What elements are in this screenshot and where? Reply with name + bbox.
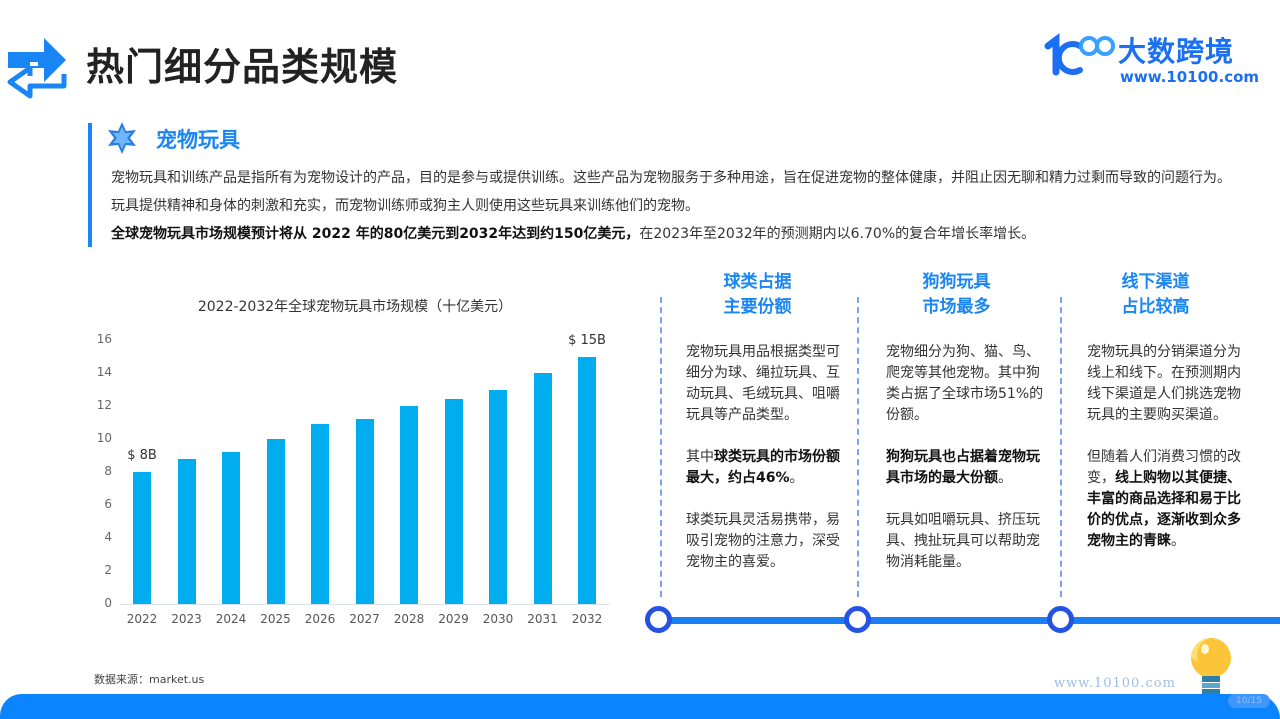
arrow-swap-icon xyxy=(7,38,67,99)
y-axis-tick: 2 xyxy=(104,563,112,577)
page-number-badge: 10/15 xyxy=(1228,694,1270,708)
chart-bar xyxy=(533,373,552,604)
column-paragraph: 球类玩具灵活易携带，易吸引宠物的注意力，深受宠物主的喜爱。 xyxy=(686,512,840,570)
column-title: 狗狗玩具 市场最多 xyxy=(869,270,1044,320)
text: 其中 xyxy=(686,449,714,465)
column-paragraph: 宠物玩具的分销渠道分为线上和线下。在预测期内线下渠道是人们挑选宠物玩具的主要购买… xyxy=(1087,344,1241,423)
x-axis-tick: 2031 xyxy=(527,612,558,626)
column-paragraph: 狗狗玩具也占据着宠物玩具市场的最大份额。 xyxy=(886,447,1049,489)
chart-bar xyxy=(222,452,240,604)
brand-logo: 大数跨境 www.10100.com xyxy=(1044,30,1274,90)
column-title: 线下渠道 占比较高 xyxy=(1068,270,1243,320)
column-body: 宠物玩具用品根据类型可细分为球、绳拉玩具、互动玩具、毛绒玩具、咀嚼玩具等产品类型… xyxy=(670,342,850,573)
y-axis-tick: 14 xyxy=(96,365,112,379)
bar-chart: 0 2 4 6 8 10 12 14 16 2022 $ 8B 2023 2024 2025 2026 202… xyxy=(90,330,610,630)
chart-bar xyxy=(355,419,374,604)
column-body: 宠物细分为狗、猫、鸟、爬宠等其他宠物。其中狗类占据了全球市场51%的份额。 狗狗… xyxy=(869,342,1049,573)
chart-bar xyxy=(400,406,418,604)
chart-title: 2022-2032年全球宠物玩具市场规模（十亿美元） xyxy=(197,299,513,315)
column-paragraph: 玩具如咀嚼玩具、挤压玩具、拽扯玩具可以帮助宠物消耗能量。 xyxy=(886,512,1040,570)
chart-bar xyxy=(489,389,507,604)
text: 。 xyxy=(998,470,1012,486)
section-title: 宠物玩具 xyxy=(156,128,240,152)
footer-band xyxy=(0,694,1280,719)
intro-paragraph: 宠物玩具和训练产品是指所有为宠物设计的产品，目的是参与或提供训练。这些产品为宠物… xyxy=(111,170,1231,214)
x-axis-tick: 2026 xyxy=(304,612,336,626)
text-bold: 线上购物以其便捷、丰富的商品选择和易于比价的优点，逐渐收到众多宠物主的青睐 xyxy=(1087,470,1241,549)
column-title-line: 市场最多 xyxy=(922,297,991,317)
x-axis-tick: 2027 xyxy=(349,612,380,626)
divider-dashed xyxy=(1060,297,1062,597)
x-axis-tick: 2024 xyxy=(215,612,247,626)
text: 。 xyxy=(789,470,804,486)
timeline-line xyxy=(660,617,1280,624)
chart-bar xyxy=(266,439,285,604)
intro-highlight: 全球宠物玩具市场规模预计将从 2022 年的80亿美元到2032年达到约150亿… xyxy=(111,226,640,242)
y-axis-tick: 12 xyxy=(96,398,112,412)
chart-bar xyxy=(444,399,463,604)
x-axis-line xyxy=(120,604,610,605)
footer-url[interactable]: www.10100.com xyxy=(1054,676,1176,691)
timeline-node xyxy=(645,606,672,633)
logo-name: 大数跨境 xyxy=(1118,35,1235,68)
column-ball-toys: 球类占据 主要份额 宠物玩具用品根据类型可细分为球、绳拉玩具、互动玩具、毛绒玩具… xyxy=(670,270,845,594)
chart-bar xyxy=(133,472,151,604)
lightbulb-icon xyxy=(1191,638,1231,695)
chart-bar xyxy=(311,424,329,604)
column-title-line: 线下渠道 xyxy=(1121,272,1190,292)
y-axis-tick: 10 xyxy=(96,431,112,445)
chart-bar xyxy=(177,458,196,604)
column-title-line: 占比较高 xyxy=(1121,297,1190,317)
bar-value-label: $ 15B xyxy=(568,332,606,348)
timeline-node xyxy=(844,606,871,633)
text-bold: 狗狗玩具也占据着宠物玩具市场的最大份额 xyxy=(886,449,1040,486)
y-axis-tick: 16 xyxy=(96,332,112,346)
y-axis-tick: 8 xyxy=(104,464,112,478)
y-axis-tick: 6 xyxy=(104,497,112,511)
column-title-line: 球类占据 xyxy=(723,272,792,292)
column-paragraph: 但随着人们消费习惯的改变，线上购物以其便捷、丰富的商品选择和易于比价的优点，逐渐… xyxy=(1087,447,1248,552)
divider-dashed xyxy=(660,297,662,597)
column-title-line: 主要份额 xyxy=(723,297,792,317)
divider-dashed xyxy=(857,297,859,597)
column-offline-channel: 线下渠道 占比较高 宠物玩具的分销渠道分为线上和线下。在预测期内线下渠道是人们挑… xyxy=(1068,270,1243,573)
x-axis-tick: 2023 xyxy=(171,612,202,626)
page-title: 热门细分品类规模 xyxy=(86,45,399,89)
data-source: 数据来源：market.us xyxy=(94,673,205,686)
intro-growth-text: 在2023年至2032年的预测期内以6.70%的复合年增长率增长。 xyxy=(639,226,1036,242)
section-accent-bar xyxy=(88,123,92,247)
column-paragraph: 宠物细分为狗、猫、鸟、爬宠等其他宠物。其中狗类占据了全球市场51%的份额。 xyxy=(886,344,1044,423)
column-title-line: 狗狗玩具 xyxy=(922,272,991,292)
x-axis-tick: 2030 xyxy=(482,612,514,626)
logo-mark-icon xyxy=(1044,33,1115,76)
column-paragraph: 宠物玩具用品根据类型可细分为球、绳拉玩具、互动玩具、毛绒玩具、咀嚼玩具等产品类型… xyxy=(686,344,840,423)
column-paragraph: 其中球类玩具的市场份额最大，约占46%。 xyxy=(686,447,850,489)
column-dog-toys: 狗狗玩具 市场最多 宠物细分为狗、猫、鸟、爬宠等其他宠物。其中狗类占据了全球市场… xyxy=(869,270,1044,594)
x-axis-tick: 2032 xyxy=(571,612,603,626)
x-axis-tick: 2022 xyxy=(126,612,158,626)
timeline-node xyxy=(1047,606,1074,633)
star-icon xyxy=(108,122,136,154)
y-axis-tick: 0 xyxy=(104,596,112,610)
x-axis-tick: 2025 xyxy=(260,612,291,626)
x-axis-tick: 2029 xyxy=(438,612,469,626)
intro-text: 宠物玩具和训练产品是指所有为宠物设计的产品，目的是参与或提供训练。这些产品为宠物… xyxy=(111,164,1231,248)
y-axis-tick: 4 xyxy=(104,530,112,544)
x-axis-tick: 2028 xyxy=(393,612,425,626)
bar-value-label: $ 8B xyxy=(127,448,157,463)
text: 但随着人们消费习惯的改变， xyxy=(1087,449,1241,486)
column-body: 宠物玩具的分销渠道分为线上和线下。在预测期内线下渠道是人们挑选宠物玩具的主要购买… xyxy=(1068,342,1248,552)
chart-bar xyxy=(578,356,596,604)
text: 。 xyxy=(1171,533,1185,549)
text-bold: 球类玩具的市场份额最大，约占46% xyxy=(686,449,840,486)
column-title: 球类占据 主要份额 xyxy=(670,270,845,320)
logo-url[interactable]: www.10100.com xyxy=(1120,68,1260,86)
